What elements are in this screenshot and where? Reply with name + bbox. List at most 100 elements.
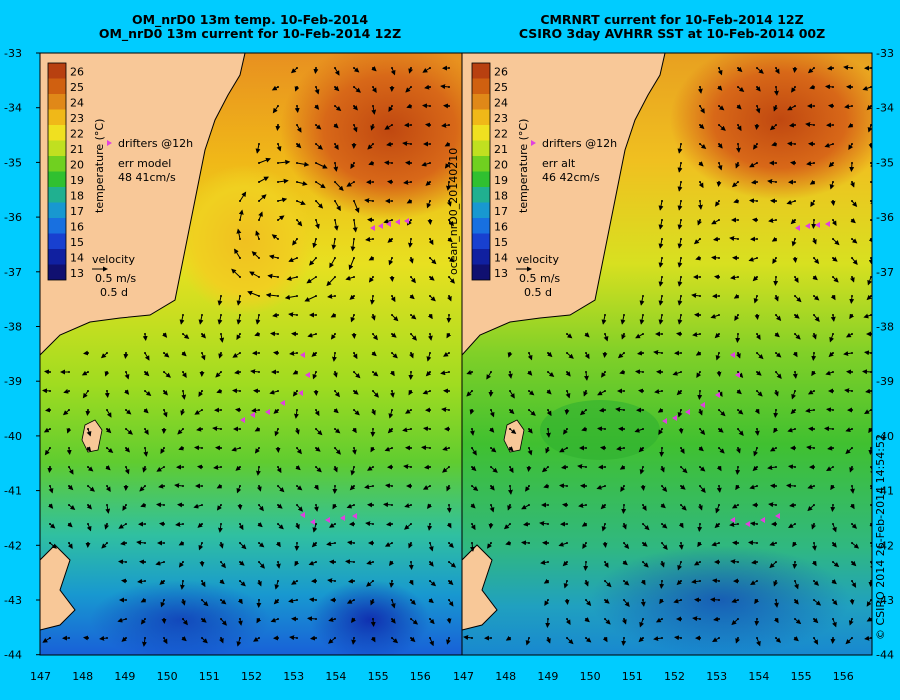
left-drifters-label: drifters @12h <box>118 137 193 150</box>
right-panel-title: CMRNRT current for 10-Feb-2014 12Z CSIRO… <box>462 13 882 41</box>
right-colorbar-swatch <box>472 140 490 156</box>
right-colorbar-swatch <box>472 187 490 203</box>
right-colorbar-swatch <box>472 171 490 187</box>
left-colorbar-swatch <box>48 78 66 94</box>
right-colorbar: 26 25 24 23 22 21 20 19 18 17 16 15 14 13 temperature … <box>471 62 530 281</box>
right-lat-tick: -43 <box>876 594 894 607</box>
right-velocity-label: velocity <box>516 253 559 266</box>
right-colorbar-swatch <box>472 233 490 249</box>
left-colorbar-swatch <box>48 264 66 280</box>
right-lon-tick: 155 <box>791 670 812 683</box>
latitude-axis: -33 -33 -34 -34 -35 -35 -36 -36 -37 -37 -38 -38 -39 -… <box>4 47 894 662</box>
left-colorbar-tick: 24 <box>70 96 84 109</box>
left-lon-tick: 152 <box>241 670 262 683</box>
right-lat-tick: -37 <box>876 266 894 279</box>
left-err-value: 48 41cm/s <box>118 171 176 184</box>
left-panel-title: OM_nrD0 13m temp. 10-Feb-2014 OM_nrD0 13… <box>40 13 460 41</box>
right-velocity-scale: 0.5 m/s <box>519 272 560 285</box>
left-colorbar-swatch <box>48 249 66 265</box>
right-lat-tick: -41 <box>876 485 894 498</box>
right-lat-tick: -34 <box>876 102 894 115</box>
right-colorbar-tick: 15 <box>494 236 508 249</box>
left-map-panel <box>39 52 463 656</box>
left-colorbar-tick: 13 <box>70 267 84 280</box>
right-drifters-label: drifters @12h <box>542 137 617 150</box>
right-lat-tick: -44 <box>876 649 894 662</box>
left-lat-tick: -39 <box>4 375 22 388</box>
right-lon-tick: 154 <box>748 670 769 683</box>
right-lat-tick: -36 <box>876 211 894 224</box>
right-colorbar-label: temperature (°C) <box>517 119 530 213</box>
left-colorbar-swatch <box>48 140 66 156</box>
left-title-line2: OM_nrD0 13m current for 10-Feb-2014 12Z <box>98 26 402 41</box>
left-velocity-time: 0.5 d <box>100 286 128 299</box>
right-colorbar-tick: 25 <box>494 81 508 94</box>
run-id-label: ocean_nrD0_20140210 <box>447 147 460 275</box>
right-lon-tick: 150 <box>580 670 601 683</box>
right-err-label: err alt <box>542 157 576 170</box>
left-lon-tick: 149 <box>114 670 135 683</box>
left-colorbar-swatch <box>48 156 66 172</box>
right-velocity-arrows <box>463 65 872 647</box>
right-colorbar-swatch <box>472 218 490 234</box>
right-lon-tick: 148 <box>495 670 516 683</box>
left-lon-tick: 154 <box>325 670 346 683</box>
right-colorbar-tick: 22 <box>494 127 508 140</box>
left-colorbar-swatch <box>48 94 66 110</box>
right-lon-tick: 156 <box>833 670 854 683</box>
left-colorbar-swatch <box>48 233 66 249</box>
right-map-panel <box>461 52 873 656</box>
left-colorbar-swatch <box>48 125 66 141</box>
right-lat-tick: -38 <box>876 321 894 334</box>
left-lat-tick: -36 <box>4 211 22 224</box>
left-lon-tick: 151 <box>199 670 220 683</box>
left-colorbar-label: temperature (°C) <box>93 119 106 213</box>
left-lon-tick: 147 <box>30 670 51 683</box>
right-lat-tick: -35 <box>876 156 894 169</box>
copyright-label: © CSIRO 2014 26-Feb-2014 14:54:52 <box>874 434 887 640</box>
left-colorbar-tick: 15 <box>70 236 84 249</box>
right-colorbar-tick: 13 <box>494 267 508 280</box>
right-lat-tick: -33 <box>876 47 894 60</box>
right-legend: drifters @12h err alt 46 42cm/s velocity… <box>516 137 617 299</box>
left-velocity-scale: 0.5 m/s <box>95 272 136 285</box>
right-lon-tick: 151 <box>622 670 643 683</box>
left-lon-tick: 155 <box>368 670 389 683</box>
right-colorbar-tick: 21 <box>494 143 508 156</box>
left-lat-tick: -44 <box>4 649 22 662</box>
right-lat-tick: -40 <box>876 430 894 443</box>
right-lon-tick: 147 <box>453 670 474 683</box>
left-colorbar: 26 25 24 23 22 21 20 19 18 17 16 15 14 13 temperature … <box>47 62 106 281</box>
left-lon-tick: 156 <box>410 670 431 683</box>
left-colorbar-swatch <box>48 202 66 218</box>
left-drifter-tracks <box>240 218 409 525</box>
left-colorbar-tick: 25 <box>70 81 84 94</box>
right-colorbar-swatch <box>472 249 490 265</box>
left-lat-tick: -33 <box>4 47 22 60</box>
right-colorbar-swatch <box>472 94 490 110</box>
right-drifter-tracks <box>662 221 830 527</box>
left-colorbar-tick: 21 <box>70 143 84 156</box>
left-colorbar-swatch <box>48 171 66 187</box>
right-lon-tick: 149 <box>537 670 558 683</box>
left-lat-tick: -35 <box>4 156 22 169</box>
left-lat-tick: -42 <box>4 539 22 552</box>
left-colorbar-tick: 22 <box>70 127 84 140</box>
right-colorbar-swatch <box>472 264 490 280</box>
right-colorbar-swatch <box>472 202 490 218</box>
left-velocity-arrows <box>42 65 457 647</box>
right-colorbar-tick: 18 <box>494 189 508 202</box>
left-title-line1: OM_nrD0 13m temp. 10-Feb-2014 <box>131 12 369 27</box>
right-colorbar-swatch <box>472 63 490 79</box>
left-lon-tick: 148 <box>72 670 93 683</box>
left-colorbar-tick: 18 <box>70 189 84 202</box>
right-colorbar-tick: 26 <box>494 65 508 78</box>
left-lat-tick: -37 <box>4 266 22 279</box>
right-title-line1: CMRNRT current for 10-Feb-2014 12Z <box>540 12 804 27</box>
left-colorbar-swatch <box>48 187 66 203</box>
left-lat-tick: -43 <box>4 594 22 607</box>
right-title-line2: CSIRO 3day AVHRR SST at 10-Feb-2014 00Z <box>518 26 826 41</box>
right-colorbar-swatch <box>472 156 490 172</box>
left-colorbar-tick: 16 <box>70 220 84 233</box>
